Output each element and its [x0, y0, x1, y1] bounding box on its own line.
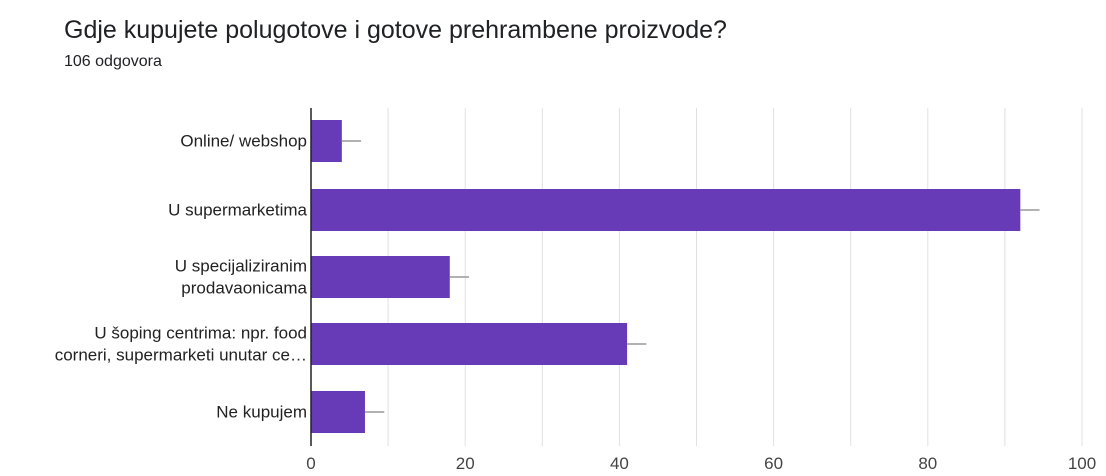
response-count: 106 odgovora [64, 53, 162, 70]
x-tick-label: 60 [764, 454, 783, 473]
x-tick-label: 100 [1068, 454, 1096, 473]
bar [311, 189, 1021, 231]
bar [311, 256, 450, 298]
category-label: Ne kupujem [216, 403, 307, 422]
category-label: corneri, supermarketi unutar ce… [55, 346, 307, 365]
x-tick-label: 0 [306, 454, 315, 473]
bar [311, 120, 342, 162]
bar [311, 323, 628, 365]
category-label: Online/ webshop [180, 132, 307, 151]
x-tick-label: 80 [918, 454, 937, 473]
bar [311, 391, 365, 433]
x-tick-label: 40 [610, 454, 629, 473]
category-label: prodavaonicama [181, 279, 307, 298]
category-label: U šoping centrima: npr. food [94, 324, 307, 343]
category-label: U supermarketima [168, 201, 307, 220]
chart-title: Gdje kupujete polugotove i gotove prehra… [64, 16, 727, 44]
category-label: U specijaliziranim [175, 257, 307, 276]
x-tick-label: 20 [456, 454, 475, 473]
